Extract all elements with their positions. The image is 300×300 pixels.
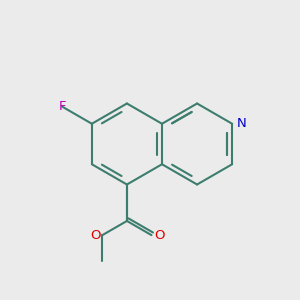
Text: N: N (237, 117, 246, 130)
Text: O: O (90, 229, 101, 242)
Text: F: F (58, 100, 66, 113)
Text: O: O (154, 229, 165, 242)
